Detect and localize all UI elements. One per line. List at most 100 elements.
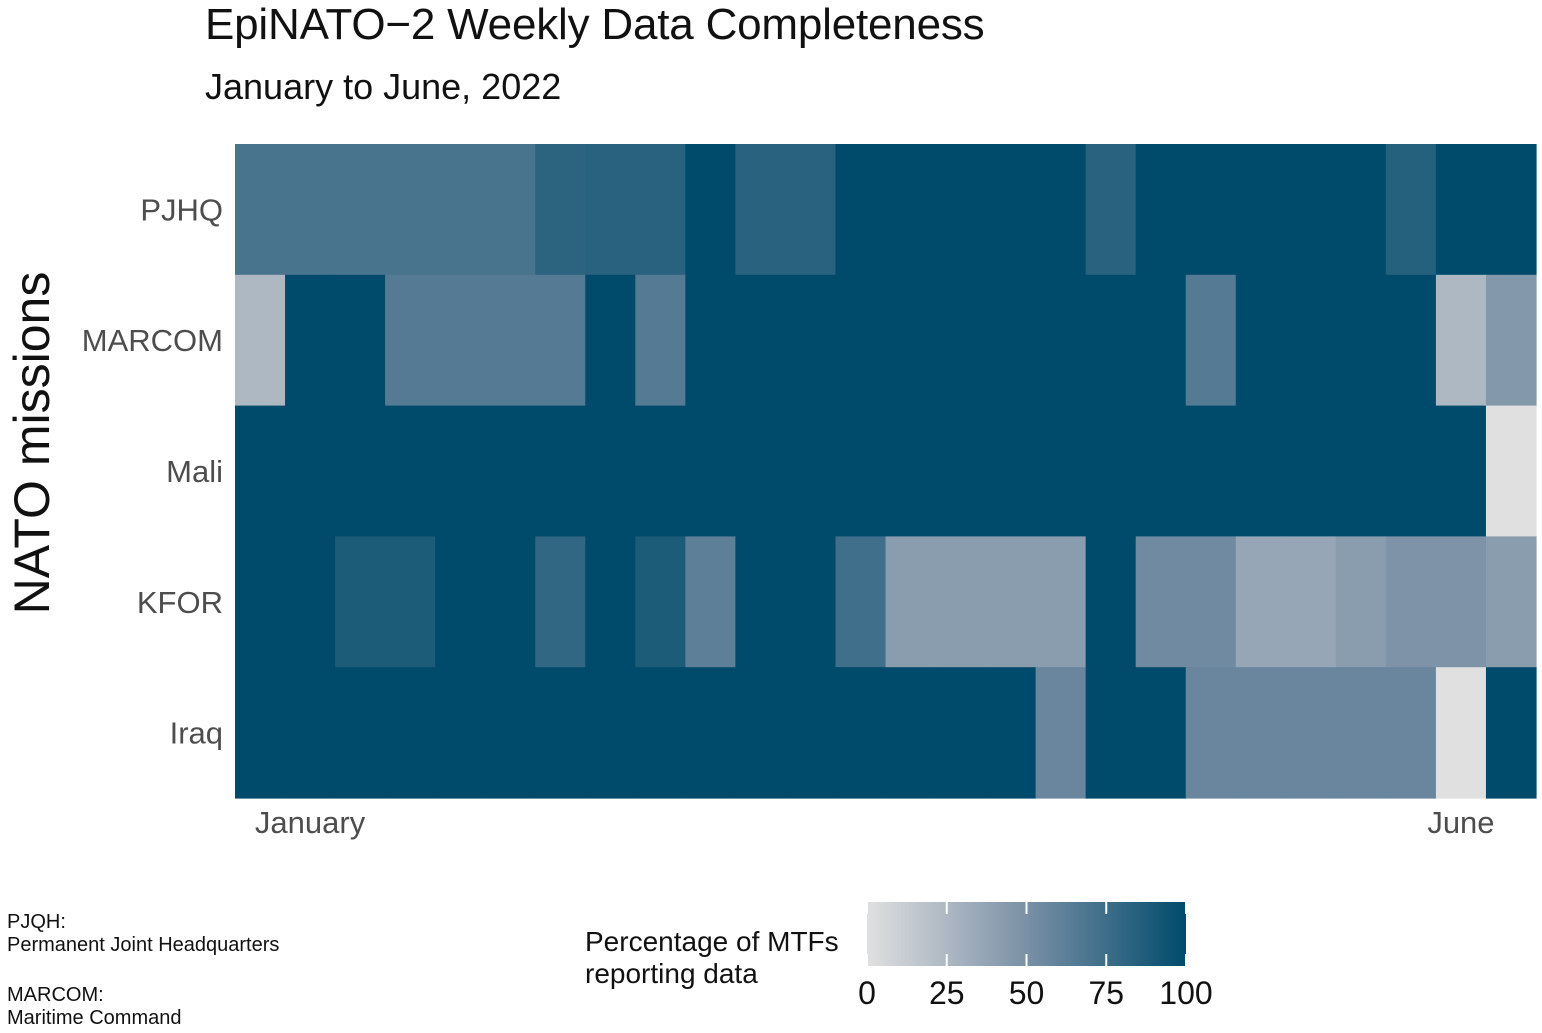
- y-tick-label: Iraq: [170, 716, 223, 751]
- heatmap-cell: [1035, 274, 1087, 407]
- heatmap-cell: [335, 274, 386, 407]
- heatmap-cell: [1185, 274, 1237, 407]
- heatmap-cell: [1485, 274, 1537, 407]
- footnote-full: Maritime Command: [7, 1007, 182, 1029]
- heatmap-cell: [1185, 667, 1237, 799]
- heatmap-cell: [385, 405, 436, 537]
- heatmap-cell: [1235, 536, 1287, 668]
- heatmap-cell: [1035, 667, 1087, 799]
- heatmap-cell: [1385, 144, 1437, 276]
- heatmap-cell: [235, 405, 286, 537]
- heatmap-cell: [885, 536, 937, 668]
- heatmap-cell: [385, 536, 436, 668]
- heatmap-cell: [785, 144, 837, 276]
- heatmap-cell: [1385, 274, 1437, 407]
- heatmap-cell: [485, 405, 536, 537]
- heatmap-cell: [435, 536, 486, 668]
- heatmap-cell: [1485, 144, 1537, 276]
- heatmap-cell: [435, 405, 486, 537]
- heatmap-cell: [1335, 274, 1387, 407]
- heatmap-cell: [1135, 667, 1187, 799]
- y-tick-label: MARCOM: [82, 323, 223, 358]
- heatmap-cell: [635, 405, 686, 537]
- heatmap-cell: [835, 144, 887, 276]
- heatmap-cell: [285, 667, 336, 799]
- heatmap-cell: [1085, 144, 1137, 276]
- heatmap-cell: [1235, 405, 1287, 537]
- heatmap-cell: [1385, 536, 1437, 668]
- heatmap-cell: [1385, 667, 1437, 799]
- heatmap-cell: [985, 274, 1037, 407]
- heatmap-cell: [385, 667, 436, 799]
- color-legend-tick-label: 50: [1009, 975, 1045, 1011]
- heatmap-cell: [585, 667, 636, 799]
- heatmap-cells: [235, 144, 1537, 799]
- footnote-abbr: PJQH:: [7, 911, 66, 933]
- color-legend-tick-label: 0: [858, 975, 876, 1011]
- heatmap-cell: [385, 144, 436, 276]
- heatmap-cell: [235, 274, 286, 407]
- heatmap-cell: [835, 536, 887, 668]
- heatmap-cell: [535, 405, 586, 537]
- heatmap-cell: [635, 536, 686, 668]
- y-tick-label: Mali: [166, 454, 223, 489]
- heatmap-cell: [935, 144, 987, 276]
- heatmap-cell: [735, 274, 787, 407]
- heatmap-cell: [1435, 667, 1487, 799]
- footnote-full: Permanent Joint Headquarters: [7, 934, 280, 956]
- heatmap-cell: [985, 144, 1037, 276]
- chart-title: EpiNATO−2 Weekly Data Completeness: [205, 0, 985, 49]
- heatmap-cell: [1335, 536, 1387, 668]
- heatmap-cell: [685, 274, 736, 407]
- heatmap-cell: [1485, 405, 1537, 537]
- heatmap-cell: [935, 405, 987, 537]
- heatmap-cell: [1085, 405, 1137, 537]
- heatmap-cell: [785, 536, 837, 668]
- heatmap-cell: [285, 536, 336, 668]
- heatmap-cell: [585, 144, 636, 276]
- heatmap-cell: [1085, 667, 1137, 799]
- heatmap-cell: [885, 274, 937, 407]
- heatmap-cell: [735, 144, 787, 276]
- heatmap-cell: [635, 667, 686, 799]
- x-axis-ticks: January June: [255, 805, 1495, 840]
- heatmap-cell: [435, 274, 486, 407]
- heatmap-cell: [1085, 536, 1137, 668]
- heatmap-cell: [985, 536, 1037, 668]
- heatmap-cell: [1235, 667, 1287, 799]
- footnote-abbr: MARCOM:: [7, 984, 104, 1006]
- heatmap-cell: [535, 274, 586, 407]
- heatmap-cell: [1135, 144, 1187, 276]
- heatmap-cell: [535, 536, 586, 668]
- heatmap-cell: [385, 274, 436, 407]
- heatmap-cell: [785, 667, 837, 799]
- color-legend-title: Percentage of MTFs reporting data: [585, 926, 839, 989]
- color-legend-tick-label: 75: [1088, 975, 1124, 1011]
- heatmap-cell: [285, 274, 336, 407]
- heatmap-cell: [785, 274, 837, 407]
- heatmap-cell: [1185, 405, 1237, 537]
- heatmap-cell: [435, 144, 486, 276]
- heatmap-cell: [1285, 536, 1337, 668]
- footnote-marcom: MARCOM: Maritime Command: [7, 984, 181, 1030]
- heatmap-cell: [885, 144, 937, 276]
- heatmap-cell: [1035, 144, 1087, 276]
- heatmap-cell: [1035, 405, 1087, 537]
- heatmap-cell: [435, 667, 486, 799]
- heatmap-cell: [1135, 274, 1187, 407]
- y-axis-ticks: PJHQ MARCOM Mali KFOR Iraq: [82, 192, 223, 750]
- heatmap-cell: [585, 536, 636, 668]
- heatmap-cell: [1435, 274, 1487, 407]
- heatmap-cell: [1335, 405, 1387, 537]
- heatmap-cell: [485, 536, 536, 668]
- heatmap-cell: [1135, 405, 1187, 537]
- heatmap-cell: [935, 667, 987, 799]
- heatmap-cell: [335, 405, 386, 537]
- heatmap-cell: [735, 536, 787, 668]
- heatmap-cell: [235, 667, 286, 799]
- heatmap-cell: [1435, 405, 1487, 537]
- footnote-pjhq: PJQH: Permanent Joint Headquarters: [7, 911, 279, 957]
- heatmap-cell: [1035, 536, 1087, 668]
- heatmap-cell: [485, 667, 536, 799]
